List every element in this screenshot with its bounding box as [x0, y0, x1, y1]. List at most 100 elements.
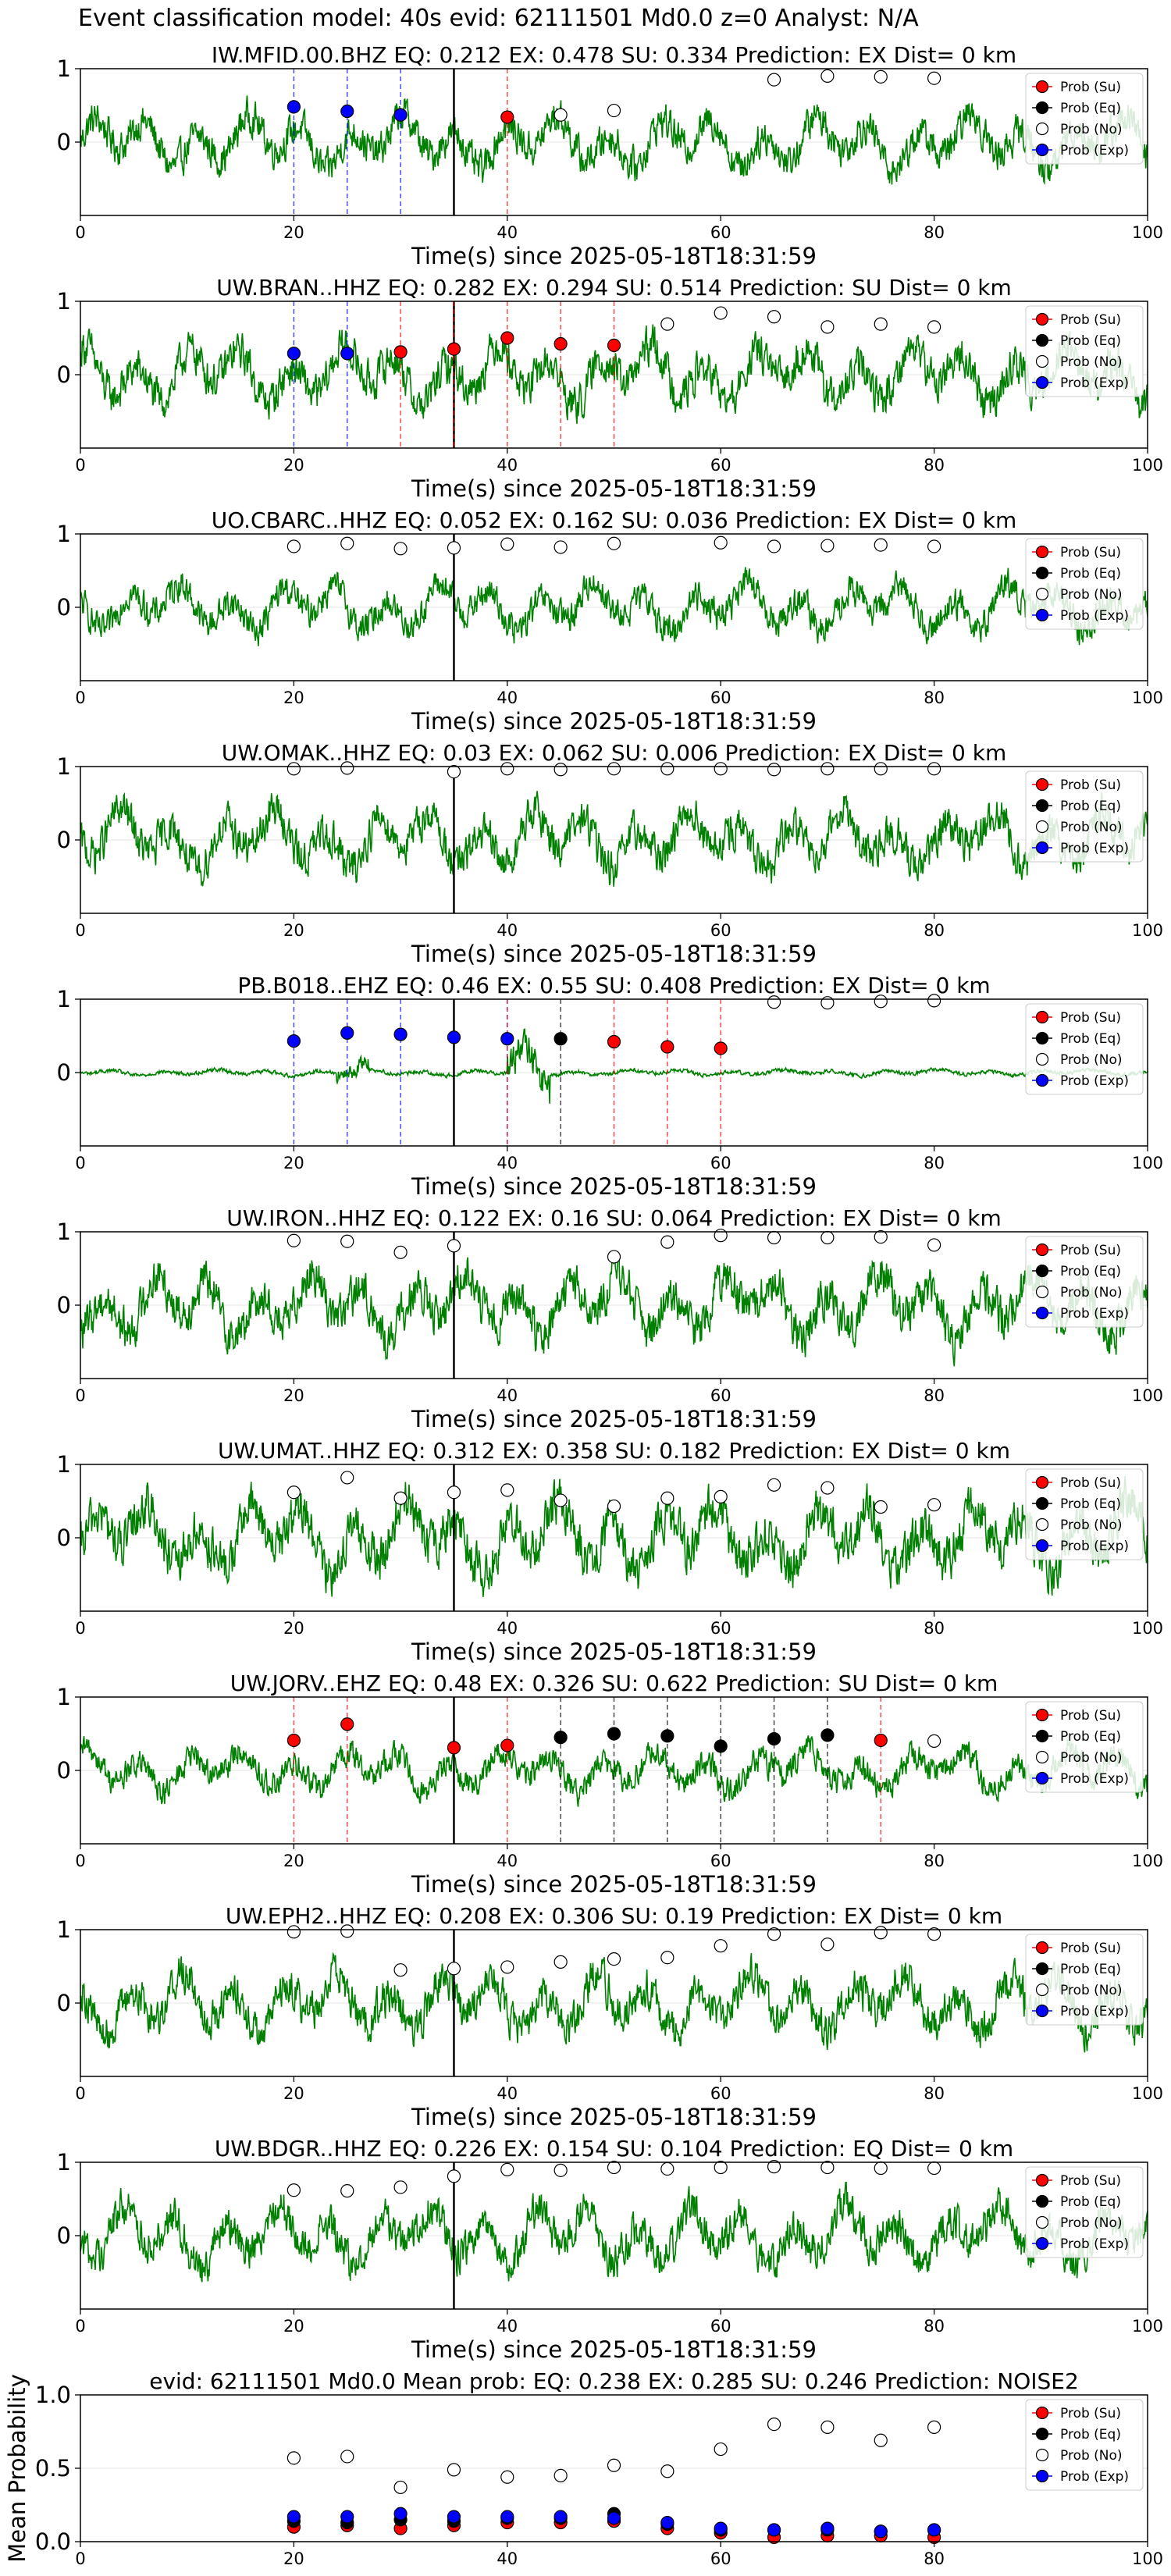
x-tick-label: 40 [497, 921, 518, 940]
marker-exp [660, 2515, 674, 2530]
marker-no [393, 2480, 408, 2495]
marker-no [927, 1498, 941, 1512]
y-tick-label: 0 [57, 1525, 71, 1551]
legend-marker-exp [1035, 2469, 1049, 2483]
panel-1: 0 20 40 60 80 100 0 1 IW.MFID.00.BHZ EQ: 0.212 E… [57, 42, 1164, 269]
marker-no [553, 2468, 568, 2482]
marker-su [553, 336, 568, 351]
waveform-trace [80, 1952, 1148, 2053]
legend-label: Prob (Eq) [1060, 1496, 1121, 1512]
panel-7: 0 20 40 60 80 100 0 1 UW.UMAT..HHZ EQ: 0.312 EX:… [57, 1438, 1164, 1665]
x-tick-label: 40 [497, 2084, 518, 2103]
x-tick-label: 0 [75, 921, 85, 940]
marker-no [287, 762, 301, 776]
marker-su [447, 342, 461, 356]
legend-label: Prob (Su) [1060, 1475, 1121, 1491]
legend-label: Prob (Exp) [1060, 1771, 1129, 1787]
legend-label: Prob (Su) [1060, 1243, 1121, 1258]
marker-no [500, 2470, 514, 2484]
legend-marker-eq [1035, 1264, 1049, 1278]
panel-title: UW.UMAT..HHZ EQ: 0.312 EX: 0.358 SU: 0.1… [218, 1438, 1010, 1464]
marker-no [553, 2163, 568, 2177]
y-tick-label: 0 [57, 1292, 71, 1318]
x-tick-label: 20 [283, 1154, 304, 1172]
marker-su [447, 1741, 461, 1755]
marker-no [553, 1493, 568, 1507]
marker-no [767, 2160, 781, 2174]
x-tick-label: 100 [1132, 921, 1163, 940]
y-tick-label: 1 [57, 1451, 71, 1478]
waveform-trace [80, 95, 1148, 185]
legend-marker-su [1035, 80, 1049, 94]
legend-box [1025, 770, 1144, 863]
marker-su [714, 1041, 728, 1055]
legend-marker-eq [1035, 333, 1049, 347]
marker-exp [447, 2510, 461, 2524]
y-tick-label: 0 [57, 1757, 71, 1784]
x-tick-label: 40 [497, 2549, 518, 2568]
legend-marker-eq [1035, 2427, 1049, 2441]
x-tick-label: 20 [283, 2549, 304, 2568]
marker-exp [820, 2521, 835, 2535]
legend-marker-eq [1035, 1496, 1049, 1510]
marker-no [714, 535, 728, 550]
panel-title: PB.B018..EHZ EQ: 0.46 EX: 0.55 SU: 0.408… [237, 973, 990, 998]
legend-marker-no [1035, 1750, 1049, 1764]
marker-exp [340, 1026, 354, 1040]
legend-label: Prob (Exp) [1060, 608, 1129, 624]
legend-marker-eq [1035, 101, 1049, 115]
marker-no [607, 1250, 621, 1264]
panel-4: 0 20 40 60 80 100 0 1 UW.OMAK..HHZ EQ: 0.03 EX: … [57, 740, 1164, 967]
x-tick-label: 0 [75, 1852, 85, 1870]
marker-no [500, 1960, 514, 1974]
y-tick-label: 1 [57, 986, 71, 1012]
x-tick-label: 60 [710, 2549, 731, 2568]
legend-marker-exp [1035, 2004, 1049, 2018]
legend: Prob (Su) Prob (Eq) Prob (No) Prob (Exp) [1025, 73, 1144, 165]
marker-no [660, 1491, 674, 1505]
legend-marker-eq [1035, 799, 1049, 813]
marker-no [874, 2433, 888, 2447]
x-tick-label: 20 [283, 1852, 304, 1870]
panel-title: UW.BRAN..HHZ EQ: 0.282 EX: 0.294 SU: 0.5… [216, 275, 1012, 301]
marker-no [874, 762, 888, 776]
y-tick-label: 1 [57, 1916, 71, 1943]
marker-eq [767, 1731, 781, 1746]
marker-no [287, 2183, 301, 2197]
y-tick-label: 1 [57, 1219, 71, 1245]
marker-exp [874, 2524, 888, 2539]
legend-marker-exp [1035, 1073, 1049, 1087]
x-tick-label: 60 [710, 1619, 731, 1638]
marker-exp [393, 1027, 408, 1041]
x-tick-label: 20 [283, 1386, 304, 1405]
x-tick-label: 60 [710, 921, 731, 940]
marker-no [927, 2161, 941, 2176]
marker-no [820, 1230, 835, 1245]
marker-no [820, 539, 835, 553]
y-tick-label: 1 [57, 55, 71, 82]
marker-no [660, 762, 674, 776]
x-tick-label: 100 [1132, 456, 1163, 475]
legend: Prob (Su) Prob (Eq) Prob (No) Prob (Exp) [1025, 1701, 1144, 1793]
panel-title: UW.BDGR..HHZ EQ: 0.226 EX: 0.154 SU: 0.1… [215, 2136, 1013, 2161]
x-tick-label: 40 [497, 688, 518, 707]
marker-no [607, 536, 621, 550]
panel-10: 0 20 40 60 80 100 0 1 UW.BDGR..HHZ EQ: 0.226 EX:… [57, 2136, 1164, 2363]
x-tick-label: 0 [75, 456, 85, 475]
legend-marker-no [1035, 2215, 1049, 2229]
marker-exp [340, 104, 354, 119]
marker-no [874, 69, 888, 84]
legend-marker-su [1035, 2173, 1049, 2187]
marker-no [714, 306, 728, 320]
legend-label: Prob (Exp) [1060, 2469, 1129, 2485]
legend-label: Prob (No) [1060, 1983, 1123, 1998]
x-tick-label: 60 [710, 1852, 731, 1870]
x-tick-label: 40 [497, 2317, 518, 2336]
marker-no [607, 2458, 621, 2472]
legend-box [1025, 1003, 1144, 1095]
legend: Prob (Su) Prob (Eq) Prob (No) Prob (Exp) [1025, 305, 1144, 397]
marker-no [393, 2180, 408, 2194]
marker-exp [287, 1034, 301, 1048]
x-tick-label: 80 [924, 921, 945, 940]
legend-marker-exp [1035, 2236, 1049, 2250]
